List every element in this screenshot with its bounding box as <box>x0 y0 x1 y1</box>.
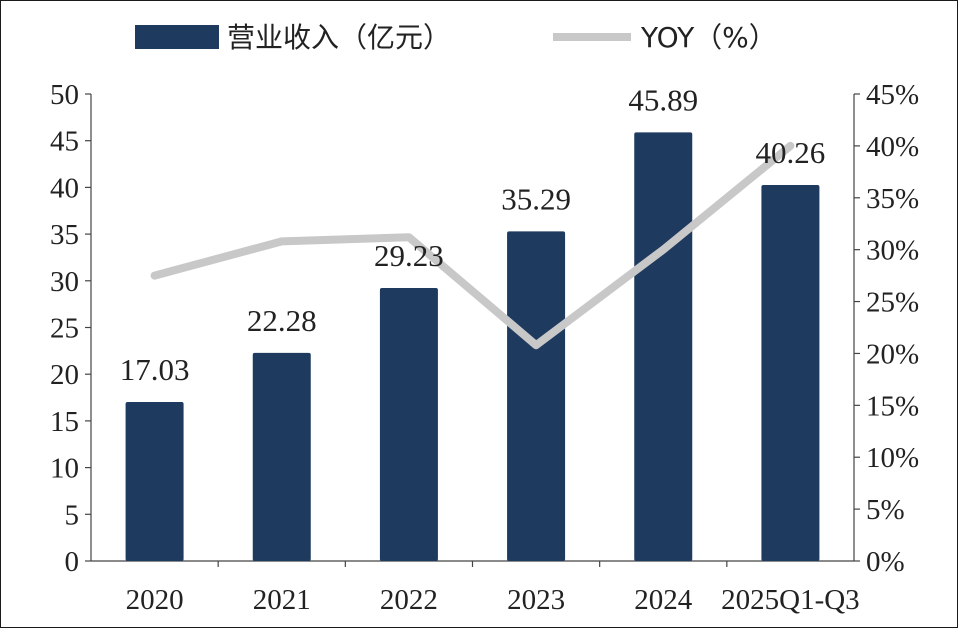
bar-data-label: 35.29 <box>501 181 571 216</box>
bar <box>507 231 566 561</box>
left-tick-label: 35 <box>50 219 79 251</box>
x-tick-label: 2024 <box>634 584 693 616</box>
bar-data-label: 17.03 <box>120 352 190 387</box>
bar-data-label: 40.26 <box>756 135 826 170</box>
yoy-point <box>153 274 156 277</box>
bar-series <box>125 132 820 562</box>
right-tick-label: 25% <box>866 287 919 319</box>
left-tick-label: 0 <box>65 546 80 578</box>
bar-data-label: 29.23 <box>374 238 444 273</box>
right-tick-label: 5% <box>866 494 905 526</box>
right-tick-label: 0% <box>866 546 905 578</box>
bar-data-label: 45.89 <box>628 82 698 117</box>
left-tick-label: 15 <box>50 406 79 438</box>
bar <box>634 132 693 562</box>
right-tick-label: 15% <box>866 390 919 422</box>
legend-bar-swatch <box>135 25 219 49</box>
right-tick-label: 30% <box>866 235 919 267</box>
bar-data-label: 22.28 <box>247 303 317 338</box>
x-tick-label: 2025Q1-Q3 <box>721 584 860 616</box>
left-tick-label: 50 <box>50 79 79 111</box>
x-tick-label: 2020 <box>126 584 184 616</box>
left-tick-label: 30 <box>50 266 79 298</box>
left-tick-label: 25 <box>50 313 79 345</box>
right-tick-label: 45% <box>866 79 919 111</box>
line-series <box>150 141 795 350</box>
right-tick-label: 10% <box>866 442 919 474</box>
bar <box>761 184 820 561</box>
yoy-line <box>150 141 795 350</box>
yoy-point <box>662 248 665 251</box>
data-labels: 17.03 22.28 29.23 35.29 45.89 40.26 <box>120 82 826 387</box>
right-tick-label: 35% <box>866 183 919 215</box>
yoy-point <box>407 236 410 239</box>
x-tick-label: 2023 <box>507 584 565 616</box>
axes: 0 5 10 15 20 25 30 35 40 45 50 0% 5% 10% 15% 20% 25% 30% 3… <box>50 79 919 616</box>
legend-line-label: YOY（%） <box>640 21 777 54</box>
yoy-point <box>535 344 538 347</box>
bar <box>379 287 438 561</box>
legend: 营业收入（亿元） YOY（%） <box>135 21 777 54</box>
yoy-point <box>280 240 283 243</box>
right-tick-label: 40% <box>866 131 919 163</box>
bar <box>252 352 311 561</box>
bar <box>125 401 184 561</box>
left-tick-label: 20 <box>50 359 79 391</box>
x-tick-label: 2021 <box>253 584 311 616</box>
left-tick-label: 5 <box>65 499 80 531</box>
yoy-point <box>789 144 792 147</box>
right-tick-label: 20% <box>866 338 919 370</box>
left-tick-label: 10 <box>50 453 79 485</box>
legend-bar-label: 营业收入（亿元） <box>227 21 451 54</box>
x-tick-label: 2022 <box>380 584 438 616</box>
left-tick-label: 40 <box>50 172 79 204</box>
left-tick-label: 45 <box>50 126 79 158</box>
